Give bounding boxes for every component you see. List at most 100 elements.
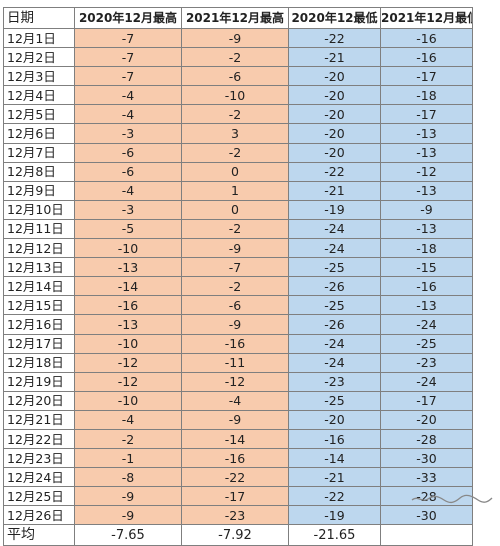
cell-2020-low[interactable]: -25 <box>288 390 381 411</box>
cell-date[interactable]: 12月6日 <box>3 123 75 144</box>
cell-2021-low[interactable]: -28 <box>380 428 473 450</box>
cell-2020-low[interactable]: -20 <box>288 66 381 87</box>
average-2020-low-cell[interactable]: -21.65 <box>288 524 381 546</box>
cell-2021-low[interactable]: -18 <box>380 85 473 106</box>
cell-2020-low[interactable]: -24 <box>288 218 381 240</box>
cell-2021-low[interactable]: -16 <box>380 47 473 68</box>
cell-2021-high[interactable]: -2 <box>181 47 289 68</box>
cell-2021-high[interactable]: -17 <box>181 486 289 507</box>
average-label-cell[interactable]: 平均 <box>3 524 75 546</box>
cell-2021-low[interactable]: -12 <box>380 161 473 182</box>
cell-2020-low[interactable]: -21 <box>288 180 381 201</box>
cell-2021-high[interactable]: -2 <box>181 104 289 125</box>
cell-2020-low[interactable]: -25 <box>288 257 381 278</box>
cell-2020-low[interactable]: -23 <box>288 371 381 392</box>
cell-2020-high[interactable]: -13 <box>74 314 182 335</box>
cell-2020-low[interactable]: -20 <box>288 104 381 125</box>
cell-2020-high[interactable]: -9 <box>74 486 182 507</box>
cell-2020-high[interactable]: -13 <box>74 257 182 278</box>
cell-2020-high[interactable]: -12 <box>74 352 182 373</box>
cell-2020-low[interactable]: -20 <box>288 85 381 106</box>
cell-2021-low[interactable]: -17 <box>380 104 473 125</box>
cell-2021-high[interactable]: -16 <box>181 333 289 354</box>
cell-2020-high[interactable]: -4 <box>74 104 182 125</box>
cell-2020-high[interactable]: -4 <box>74 180 182 201</box>
cell-2020-high[interactable]: -9 <box>74 505 182 526</box>
average-2021-high-cell[interactable]: -7.92 <box>181 524 289 546</box>
cell-2021-high[interactable]: -6 <box>181 295 289 316</box>
cell-2021-low[interactable]: -16 <box>380 27 473 49</box>
cell-2020-high[interactable]: -3 <box>74 123 182 144</box>
cell-2020-low[interactable]: -24 <box>288 352 381 373</box>
cell-date[interactable]: 12月11日 <box>3 218 75 240</box>
cell-2020-high[interactable]: -6 <box>74 142 182 163</box>
cell-2020-high[interactable]: -12 <box>74 371 182 392</box>
cell-2021-high[interactable]: -9 <box>181 409 289 430</box>
cell-date[interactable]: 12月23日 <box>3 448 75 469</box>
cell-date[interactable]: 12月9日 <box>3 180 75 201</box>
cell-2020-high[interactable]: -10 <box>74 333 182 354</box>
cell-2020-low[interactable]: -26 <box>288 314 381 335</box>
cell-2020-high[interactable]: -8 <box>74 467 182 488</box>
cell-2021-low[interactable]: -13 <box>380 218 473 240</box>
cell-2020-high[interactable]: -16 <box>74 295 182 316</box>
cell-2020-low[interactable]: -19 <box>288 505 381 526</box>
cell-2021-low[interactable]: -24 <box>380 371 473 392</box>
cell-2021-high[interactable]: -7 <box>181 257 289 278</box>
cell-2021-high[interactable]: -14 <box>181 428 289 450</box>
cell-date[interactable]: 12月25日 <box>3 486 75 507</box>
cell-2020-low[interactable]: -21 <box>288 47 381 68</box>
cell-2021-high[interactable]: -16 <box>181 448 289 469</box>
cell-2021-high[interactable]: -22 <box>181 467 289 488</box>
cell-2020-high[interactable]: -4 <box>74 409 182 430</box>
cell-2021-high[interactable]: -23 <box>181 505 289 526</box>
cell-date[interactable]: 12月22日 <box>3 428 75 450</box>
cell-2020-high[interactable]: -7 <box>74 66 182 87</box>
cell-2020-low[interactable]: -22 <box>288 27 381 49</box>
cell-2021-high[interactable]: -2 <box>181 276 289 297</box>
cell-2020-low[interactable]: -20 <box>288 123 381 144</box>
cell-date[interactable]: 12月16日 <box>3 314 75 335</box>
cell-2021-low[interactable]: -30 <box>380 448 473 469</box>
average-2020-high-cell[interactable]: -7.65 <box>74 524 182 546</box>
cell-date[interactable]: 12月10日 <box>3 199 75 220</box>
header-cell-2020-high[interactable]: 2020年12月最高 <box>74 7 182 29</box>
cell-2021-high[interactable]: -4 <box>181 390 289 411</box>
cell-2020-high[interactable]: -14 <box>74 276 182 297</box>
cell-2021-high[interactable]: -6 <box>181 66 289 87</box>
cell-2021-low[interactable]: -16 <box>380 276 473 297</box>
cell-2021-low[interactable]: -28 <box>380 486 473 507</box>
header-cell-2020-low[interactable]: 2020年12最低 <box>288 7 381 29</box>
cell-2021-low[interactable]: -15 <box>380 257 473 278</box>
header-cell-2021-low[interactable]: 2021年12月最低 <box>380 7 473 29</box>
cell-date[interactable]: 12月21日 <box>3 409 75 430</box>
cell-2021-low[interactable]: -20 <box>380 409 473 430</box>
cell-2020-high[interactable]: -4 <box>74 85 182 106</box>
cell-2021-high[interactable]: -9 <box>181 27 289 49</box>
cell-2020-low[interactable]: -22 <box>288 161 381 182</box>
cell-2021-low[interactable]: -9 <box>380 199 473 220</box>
cell-2021-high[interactable]: 0 <box>181 161 289 182</box>
cell-date[interactable]: 12月12日 <box>3 238 75 259</box>
cell-date[interactable]: 12月26日 <box>3 505 75 526</box>
cell-2021-high[interactable]: -10 <box>181 85 289 106</box>
cell-2021-low[interactable]: -17 <box>380 390 473 411</box>
cell-2021-low[interactable]: -13 <box>380 180 473 201</box>
cell-2020-low[interactable]: -25 <box>288 295 381 316</box>
cell-2021-low[interactable]: -13 <box>380 142 473 163</box>
cell-2020-low[interactable]: -26 <box>288 276 381 297</box>
header-cell-2021-high[interactable]: 2021年12月最高 <box>181 7 289 29</box>
cell-date[interactable]: 12月15日 <box>3 295 75 316</box>
cell-2021-low[interactable]: -33 <box>380 467 473 488</box>
header-cell-date[interactable]: 日期 <box>3 7 75 29</box>
cell-date[interactable]: 12月3日 <box>3 66 75 87</box>
cell-2021-high[interactable]: -11 <box>181 352 289 373</box>
cell-2021-low[interactable]: -18 <box>380 238 473 259</box>
cell-2021-low[interactable]: -23 <box>380 352 473 373</box>
cell-2021-low[interactable]: -13 <box>380 123 473 144</box>
cell-2021-high[interactable]: 1 <box>181 180 289 201</box>
cell-2020-low[interactable]: -21 <box>288 467 381 488</box>
cell-2021-high[interactable]: -9 <box>181 238 289 259</box>
cell-2021-low[interactable]: -25 <box>380 333 473 354</box>
cell-2020-high[interactable]: -5 <box>74 218 182 240</box>
